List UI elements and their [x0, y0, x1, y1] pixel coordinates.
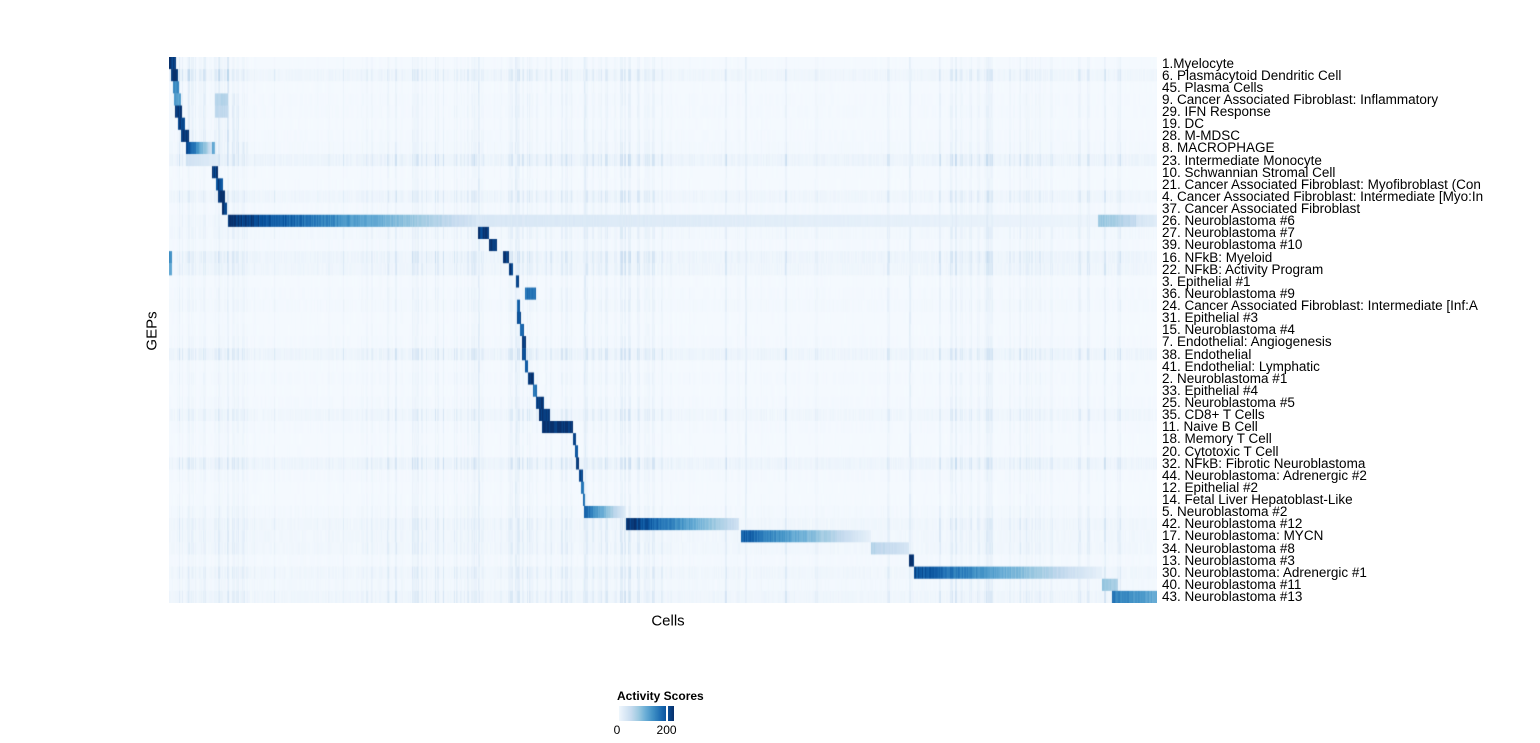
row-label: 36. Neuroblastoma #9 — [1162, 285, 1295, 301]
legend-title: Activity Scores — [617, 689, 704, 703]
row-label: 4. Cancer Associated Fibroblast: Interme… — [1162, 188, 1484, 204]
row-label: 9. Cancer Associated Fibroblast: Inflamm… — [1162, 91, 1439, 107]
row-label: 15. Neuroblastoma #4 — [1162, 322, 1295, 338]
row-label: 43. Neuroblastoma #13 — [1162, 589, 1303, 605]
row-label: 28. M-MDSC — [1162, 128, 1241, 144]
row-label: 19. DC — [1162, 116, 1205, 132]
row-label: 17. Neuroblastoma: MYCN — [1162, 528, 1324, 544]
heatmap-canvas — [169, 57, 1157, 603]
row-label: 11. Naive B Cell — [1162, 419, 1258, 435]
legend-tick-0 — [617, 706, 619, 721]
row-label: 42. Neuroblastoma #12 — [1162, 516, 1303, 532]
row-label: 2. Neuroblastoma #1 — [1162, 370, 1288, 386]
row-labels: 1.Myelocyte 6. Plasmacytoid Dendritic Cel… — [1162, 55, 1484, 605]
row-label: 1.Myelocyte — [1162, 55, 1235, 71]
legend-tick-labels: 0 200 — [613, 723, 697, 737]
row-label: 5. Neuroblastoma #2 — [1162, 504, 1288, 520]
row-label: 25. Neuroblastoma #5 — [1162, 395, 1295, 411]
row-label: 35. CD8+ T Cells — [1162, 407, 1265, 423]
row-label: 40. Neuroblastoma #11 — [1162, 576, 1302, 592]
row-label: 30. Neuroblastoma: Adrenergic #1 — [1162, 564, 1367, 580]
row-label: 7. Endothelial: Angiogenesis — [1162, 334, 1332, 350]
row-label: 21. Cancer Associated Fibroblast: Myofib… — [1162, 176, 1481, 192]
x-axis-label: Cells — [651, 612, 685, 630]
row-label: 24. Cancer Associated Fibroblast: Interm… — [1162, 298, 1478, 314]
legend-colorbar — [617, 706, 674, 721]
row-label: 18. Memory T Cell — [1162, 431, 1272, 447]
row-label: 26. Neuroblastoma #6 — [1162, 213, 1295, 229]
row-label: 20. Cytotoxic T Cell — [1162, 443, 1279, 459]
row-label: 39. Neuroblastoma #10 — [1162, 237, 1303, 253]
row-label: 3. Epithelial #1 — [1162, 273, 1251, 289]
row-label: 14. Fetal Liver Hepatoblast-Like — [1162, 492, 1353, 508]
row-label: 12. Epithelial #2 — [1162, 479, 1259, 495]
row-label: 41. Endothelial: Lymphatic — [1162, 358, 1320, 374]
legend-tick-200 — [665, 706, 668, 721]
legend: Activity Scores 0 200 — [613, 689, 704, 737]
row-label: 13. Neuroblastoma #3 — [1162, 552, 1295, 568]
row-label: 34. Neuroblastoma #8 — [1162, 540, 1295, 556]
row-label: 32. NFkB: Fibrotic Neuroblastoma — [1162, 455, 1366, 471]
row-label: 44. Neuroblastoma: Adrenergic #2 — [1162, 467, 1367, 483]
row-label: 33. Epithelial #4 — [1162, 382, 1259, 398]
row-label: 45. Plasma Cells — [1162, 79, 1264, 95]
row-label: 31. Epithelial #3 — [1162, 310, 1259, 326]
row-label: 8. MACROPHAGE — [1162, 140, 1275, 156]
row-label: 16. NFkB: Myeloid — [1162, 249, 1273, 265]
row-label: 29. IFN Response — [1162, 104, 1271, 120]
row-label: 6. Plasmacytoid Dendritic Cell — [1162, 67, 1342, 83]
row-label: 37. Cancer Associated Fibroblast — [1162, 201, 1361, 217]
legend-tick-label-0: 0 — [613, 723, 621, 737]
y-axis-label: GEPs — [143, 311, 161, 351]
legend-tick-label-200: 200 — [656, 723, 677, 737]
row-label: 22. NFkB: Activity Program — [1162, 261, 1324, 277]
row-label: 27. Neuroblastoma #7 — [1162, 225, 1295, 241]
row-label: 23. Intermediate Monocyte — [1162, 152, 1322, 168]
row-label: 38. Endothelial — [1162, 346, 1252, 362]
row-label: 10. Schwannian Stromal Cell — [1162, 164, 1336, 180]
